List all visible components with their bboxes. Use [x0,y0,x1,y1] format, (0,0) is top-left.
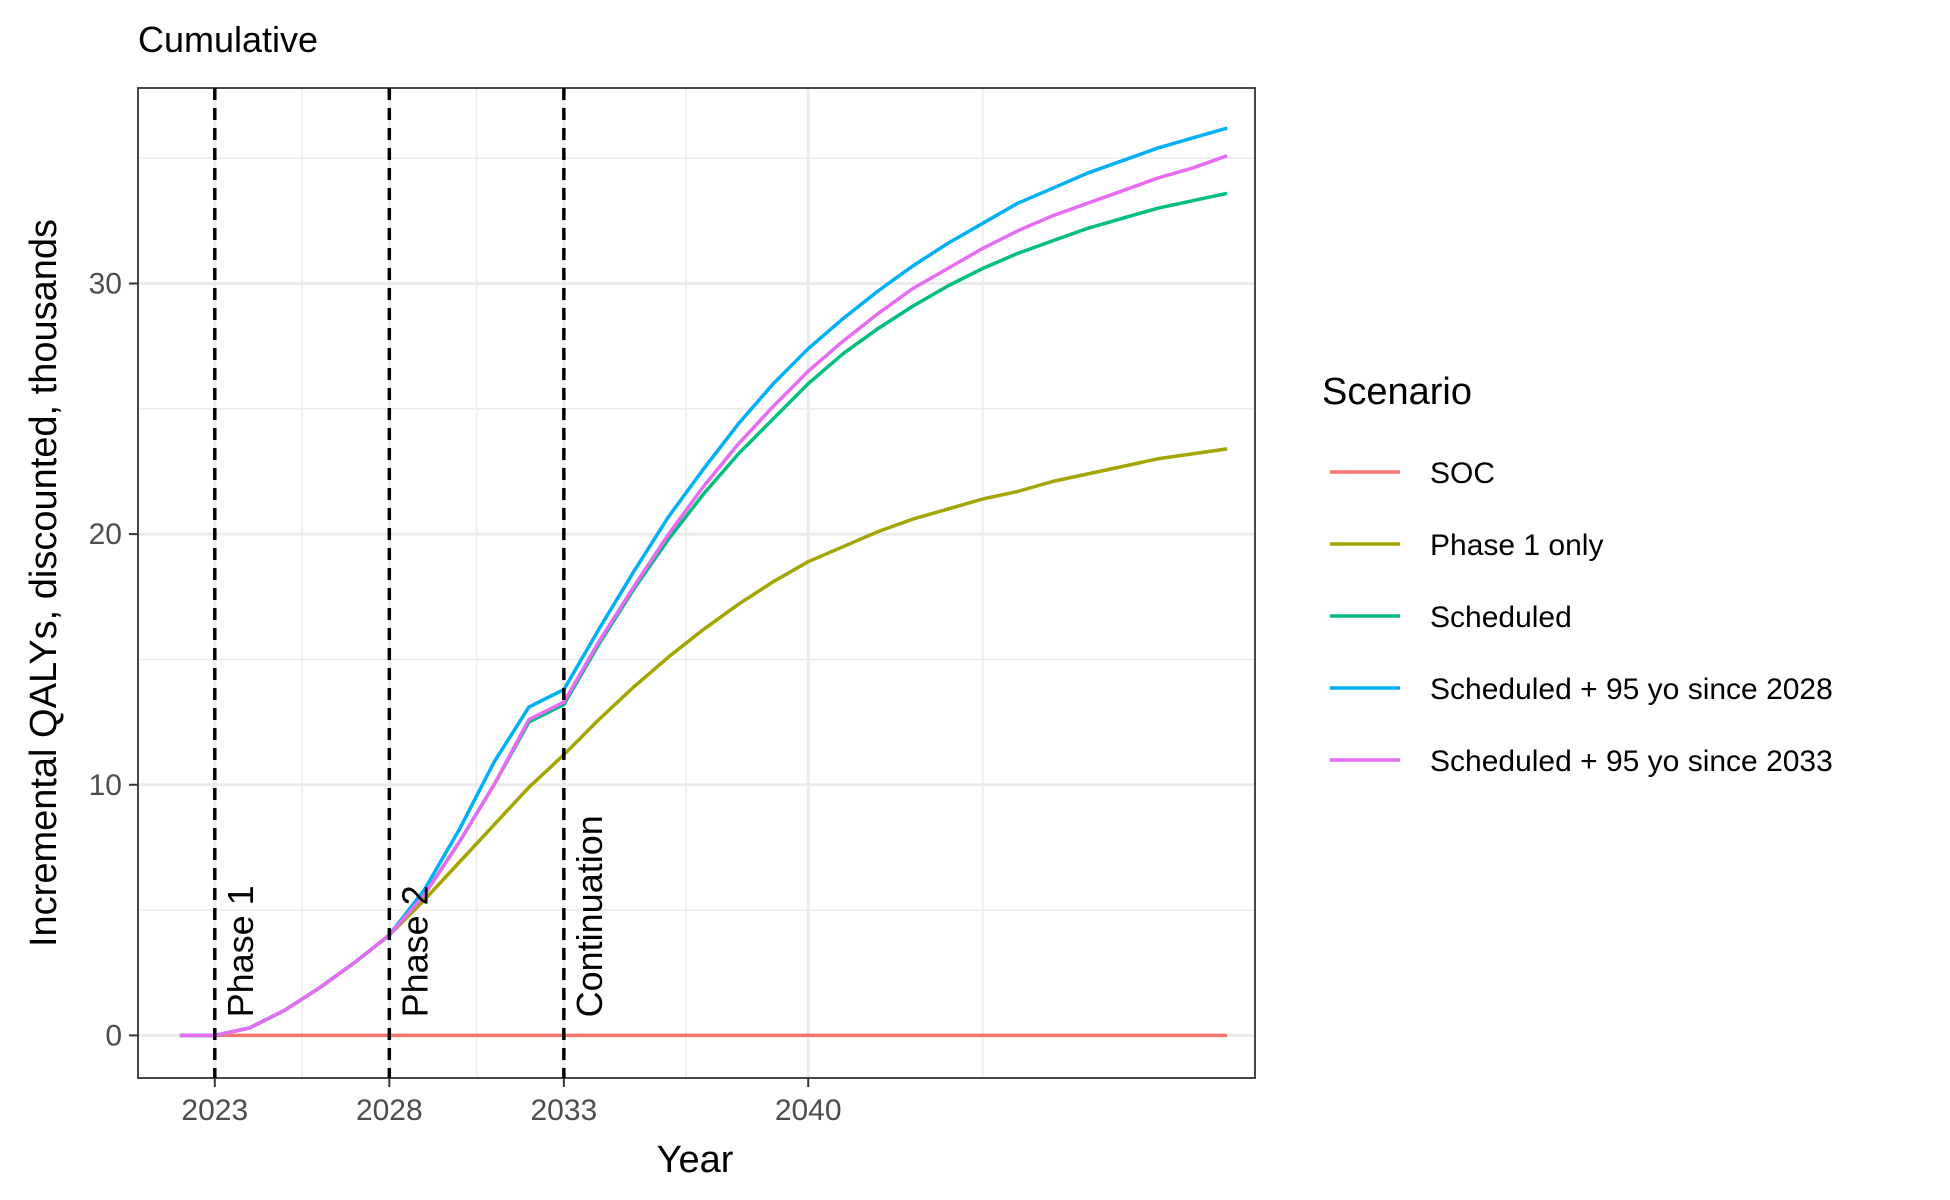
series-line-4 [179,154,1228,1038]
y-tick-label: 10 [89,769,122,802]
vline-label-1: Phase 2 [394,885,435,1017]
legend-label-4: Scheduled + 95 yo since 2033 [1430,745,1833,778]
x-axis: 2023 2028 2033 2040 [181,1078,842,1127]
y-axis-title: Incremental QALYs, discounted, thousands [23,219,65,947]
x-tick-label: 2040 [775,1094,842,1127]
legend-label-3: Scheduled + 95 yo since 2028 [1430,673,1833,706]
y-tick-label: 0 [105,1019,122,1052]
legend-label-2: Scheduled [1430,601,1572,634]
panel-background [138,88,1255,1078]
x-axis-title: Year [657,1139,734,1181]
vline-label-0: Phase 1 [220,885,261,1017]
y-axis: 0 10 20 30 [89,267,138,1052]
legend-label-1: Phase 1 only [1430,529,1603,562]
x-tick-label: 2023 [181,1094,248,1127]
vline-label-2: Continuation [569,815,610,1017]
y-tick-label: 20 [89,518,122,551]
plot-panel [137,87,1256,1079]
y-tick-label: 30 [89,267,122,300]
x-tick-label: 2033 [530,1094,597,1127]
legend-label-0: SOC [1430,457,1495,490]
panel-border [137,87,1256,1079]
legend-title: Scenario [1322,371,1472,413]
chart-title: Cumulative [138,19,318,60]
vline-annotations: Phase 1 Phase 2 Continuation [213,88,610,1078]
x-tick-label: 2028 [356,1094,423,1127]
legend: Scenario SOC Phase 1 only Scheduled Schedul… [1322,371,1833,778]
